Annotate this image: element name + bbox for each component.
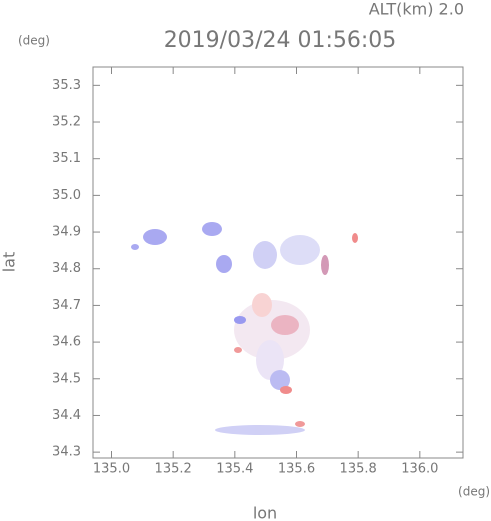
echo [253,241,277,269]
y-axis-label: lat [0,252,19,273]
echo [234,316,246,324]
echo [131,244,139,250]
echo [202,222,222,236]
x-axis-label: lon [253,504,277,521]
subtitle: ALT(km) 2.0 [369,0,464,19]
y-tick-label: 35.1 [52,151,81,166]
x-tick-label: 135.2 [155,462,192,477]
y-tick-label: 34.9 [52,225,81,240]
plot-frame [92,66,464,459]
y-tick-label: 34.6 [52,335,81,350]
echo [270,370,290,390]
y-tick-label: 34.3 [52,445,81,460]
echo [280,235,320,265]
echo [234,300,310,360]
echo [234,347,242,353]
y-tick-label: 35.2 [52,115,81,130]
echo [271,315,299,335]
y-tick-label: 34.7 [52,298,81,313]
x-tick-label: 136.0 [401,462,438,477]
y-unit: (deg) [18,34,50,48]
echo [256,340,284,380]
y-tick-label: 35.3 [52,78,81,93]
echo [352,233,358,243]
y-tick-label: 34.8 [52,261,81,276]
echo [216,255,232,273]
echo [252,293,272,317]
x-unit: (deg) [458,485,490,499]
echo [143,229,167,245]
y-tick-label: 35.0 [52,188,81,203]
echo [295,421,305,427]
x-tick-label: 135.6 [278,462,315,477]
x-tick-label: 135.4 [216,462,253,477]
chart-title: 2019/03/24 01:56:05 [164,28,397,53]
echo-field [131,222,358,435]
x-tick-label: 135.8 [340,462,377,477]
echo [321,255,329,275]
echo [215,425,305,435]
y-tick-label: 34.4 [52,408,81,423]
y-tick-label: 34.5 [52,371,81,386]
echo [280,386,292,394]
x-tick-label: 135.0 [93,462,130,477]
